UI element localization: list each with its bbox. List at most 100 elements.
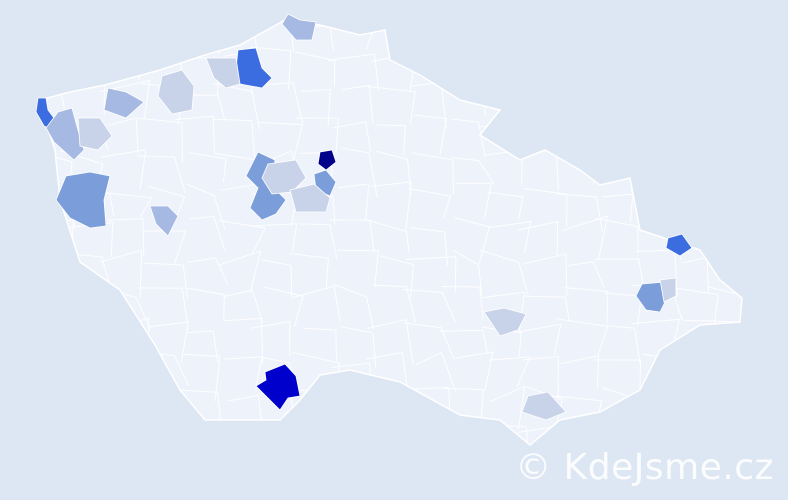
district-border: [329, 219, 375, 253]
district-border: [186, 330, 219, 363]
district-highlight[interactable]: [45, 107, 85, 161]
district-highlight[interactable]: [103, 87, 145, 119]
district-border: [639, 186, 683, 219]
district-border: [376, 150, 412, 196]
district-highlight[interactable]: [289, 183, 331, 213]
district-border: [293, 285, 341, 322]
district-border: [223, 356, 263, 391]
district-border: [525, 295, 570, 323]
district-border: [300, 223, 338, 259]
district-highlight[interactable]: [317, 149, 337, 171]
district-border: [607, 51, 634, 91]
district-border: [518, 323, 562, 356]
district-border: [717, 223, 742, 252]
district-highlight[interactable]: [281, 13, 317, 41]
district-border: [262, 259, 293, 299]
district-border: [479, 249, 529, 296]
district-border: [148, 185, 186, 220]
district-border: [683, 386, 720, 424]
district-border: [708, 79, 742, 127]
district-highlight[interactable]: [149, 205, 179, 237]
district-border: [254, 223, 298, 251]
district-border: [338, 183, 370, 219]
district-border: [108, 117, 139, 154]
watermark: © KdeJsme.cz: [515, 447, 774, 488]
district-border: [451, 118, 486, 157]
district-border: [333, 283, 375, 330]
district-border: [40, 20, 68, 55]
district-border: [707, 286, 742, 319]
district-border: [708, 320, 742, 368]
district-border: [136, 420, 190, 445]
district-border: [144, 20, 190, 62]
district-border: [527, 20, 564, 52]
district-border: [289, 431, 342, 445]
district-border: [289, 253, 329, 290]
district-border: [713, 387, 742, 429]
district-border: [417, 20, 448, 60]
district-border: [300, 88, 331, 126]
district-border: [40, 218, 74, 259]
district-border: [61, 221, 114, 257]
district-border: [517, 220, 559, 256]
district-border: [375, 389, 417, 429]
district-highlight[interactable]: [665, 233, 693, 257]
district-border: [667, 117, 717, 164]
district-border: [440, 426, 492, 445]
district-highlight[interactable]: [255, 363, 301, 411]
district-border: [403, 322, 455, 359]
district-border: [455, 182, 492, 218]
district-border: [224, 289, 264, 323]
district-border: [564, 48, 598, 81]
district-border: [62, 388, 113, 432]
district-border: [592, 20, 640, 62]
district-highlight[interactable]: [659, 277, 677, 303]
district-border: [40, 362, 76, 394]
district-border: [108, 20, 148, 49]
district-highlight[interactable]: [77, 117, 113, 151]
district-border: [175, 20, 228, 55]
district-highlight[interactable]: [205, 57, 241, 89]
district-border: [213, 118, 256, 162]
district-border: [446, 46, 495, 87]
district-border: [637, 20, 679, 59]
district-border: [40, 320, 72, 367]
district-border: [101, 421, 152, 445]
district-border: [594, 258, 645, 292]
district-highlight[interactable]: [483, 307, 527, 337]
district-border: [716, 157, 742, 197]
district-highlight[interactable]: [157, 69, 195, 115]
district-border: [303, 327, 337, 362]
district-border: [681, 48, 721, 90]
district-border: [294, 51, 336, 87]
district-border: [554, 318, 609, 356]
district-border: [366, 319, 414, 366]
district-border: [40, 393, 70, 433]
district-border: [337, 249, 379, 288]
district-border: [521, 355, 559, 401]
district-border: [601, 82, 640, 116]
district-border: [412, 421, 454, 445]
district-border: [633, 57, 679, 87]
district-border: [682, 20, 718, 58]
district-border: [110, 388, 153, 426]
district-border: [175, 115, 215, 154]
district-border: [414, 114, 447, 156]
district-border: [373, 284, 416, 323]
district-border: [148, 321, 189, 363]
district-border: [333, 121, 372, 152]
district-border: [561, 82, 601, 123]
district-border: [568, 261, 605, 288]
district-highlight[interactable]: [55, 171, 111, 229]
district-border: [707, 48, 742, 89]
district-border: [40, 419, 71, 445]
district-border: [595, 324, 641, 363]
district-border: [531, 116, 570, 155]
district-border: [364, 218, 410, 253]
district-border: [709, 119, 742, 150]
district-border: [219, 250, 262, 294]
district-highlight[interactable]: [521, 391, 567, 421]
district-border: [562, 215, 609, 259]
district-border: [340, 326, 377, 368]
